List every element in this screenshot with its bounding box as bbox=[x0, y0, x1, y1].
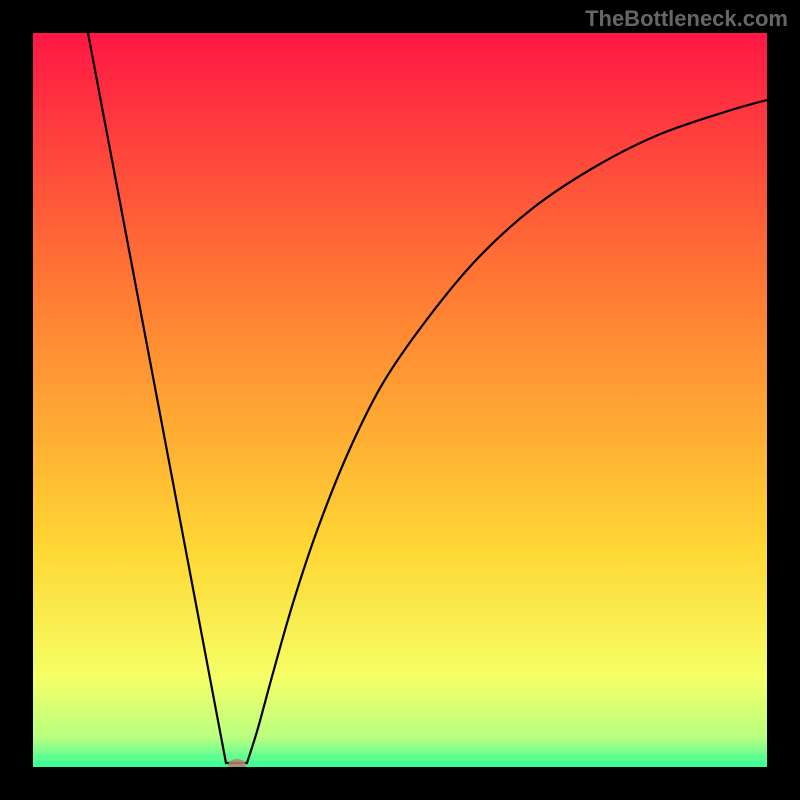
perf-curve bbox=[88, 33, 767, 763]
chart-container: TheBottleneck.com bbox=[0, 0, 800, 800]
watermark-text: TheBottleneck.com bbox=[585, 6, 788, 32]
curve-overlay bbox=[0, 0, 800, 800]
optimum-marker bbox=[228, 759, 246, 771]
